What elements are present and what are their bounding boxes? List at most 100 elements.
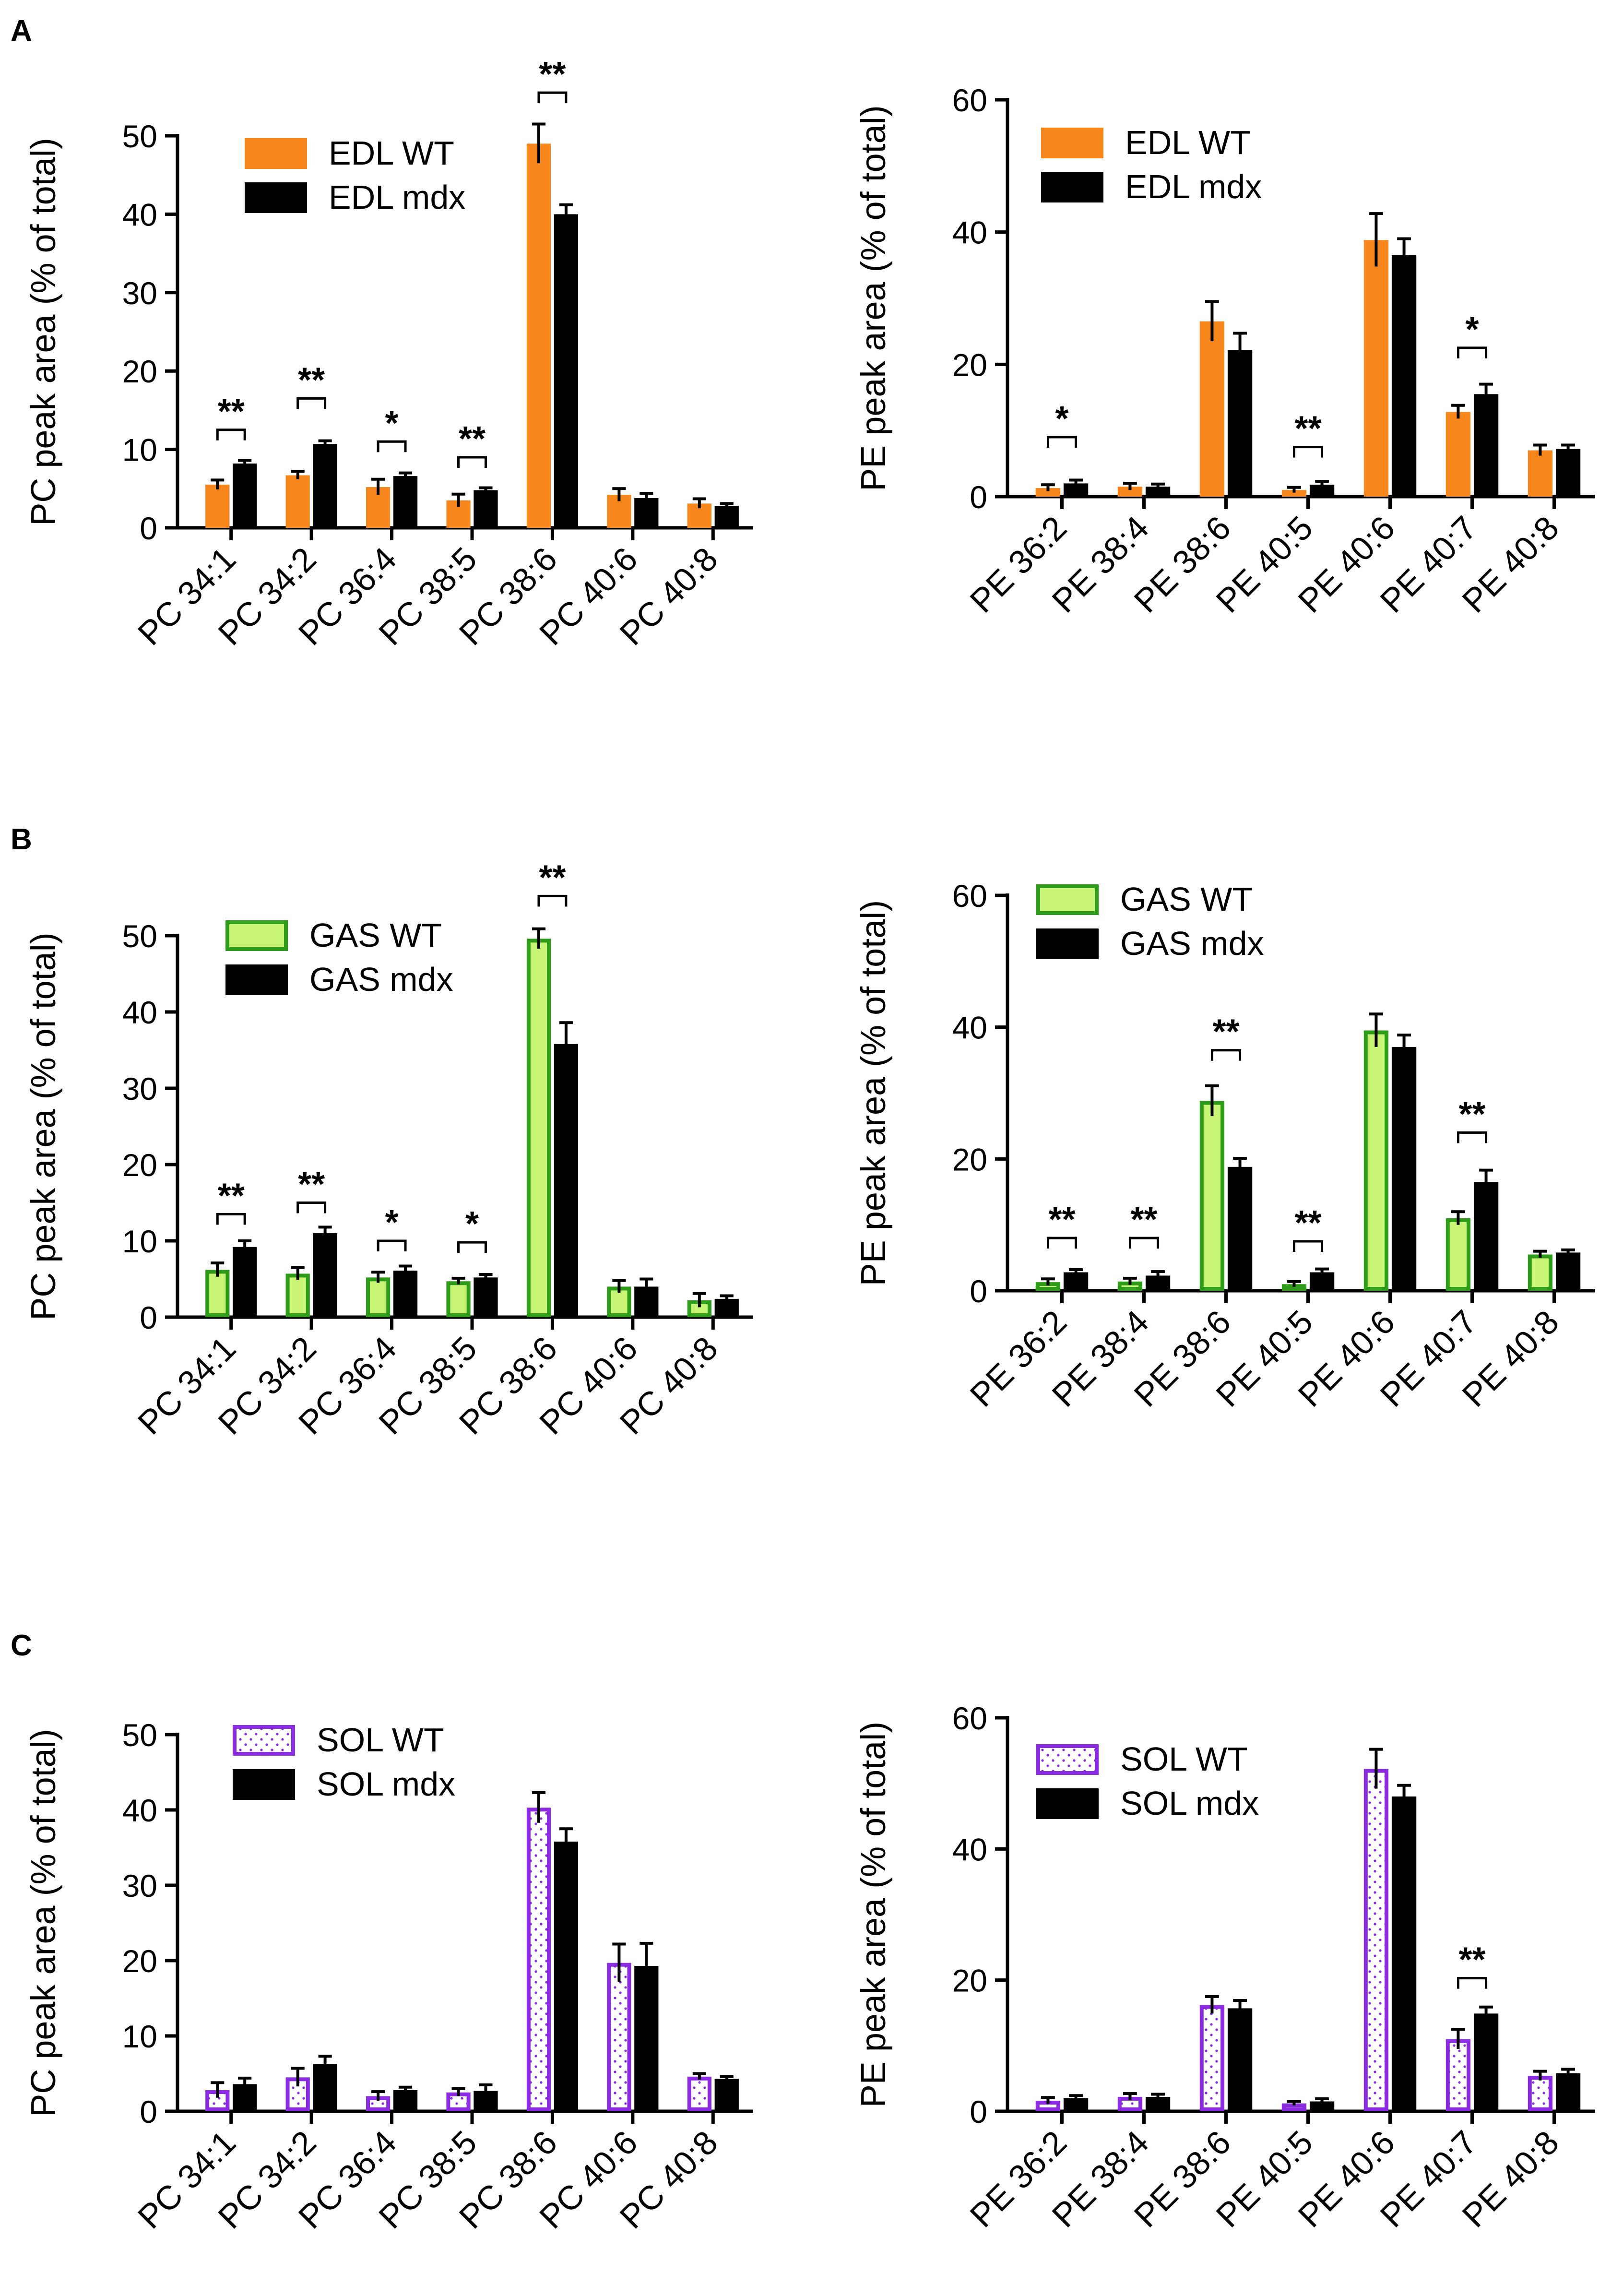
y-tick-label: 20 <box>952 1963 987 1999</box>
bar-mdx <box>1227 350 1253 497</box>
y-axis-label: PE peak area (% of total) <box>854 1722 893 2107</box>
y-tick-label: 10 <box>122 1224 157 1259</box>
significance-bracket <box>1210 1049 1242 1061</box>
legend-swatch-wt <box>225 920 288 951</box>
y-axis-label: PC peak area (% of total) <box>24 1729 63 2117</box>
y-tick-label: 0 <box>970 1273 987 1309</box>
significance-bracket <box>216 1213 246 1225</box>
y-tick-label: 0 <box>970 2094 987 2129</box>
legend-swatch-mdx <box>245 182 307 213</box>
significance-bracket <box>1128 1237 1160 1249</box>
bar-mdx <box>313 1233 337 1317</box>
bar-mdx <box>1145 487 1171 497</box>
significance-bracket <box>1046 436 1078 448</box>
y-tick-label: 20 <box>122 1147 157 1183</box>
significance-bracket <box>457 456 487 468</box>
bar-wt <box>446 2092 471 2111</box>
bar-mdx <box>1391 1047 1417 1291</box>
legend-label-wt: GAS WT <box>1120 880 1253 918</box>
bar-wt <box>1035 488 1061 497</box>
bar-mdx <box>233 1247 257 1317</box>
bar-wt <box>1363 1769 1389 2112</box>
y-tick-label: 30 <box>122 275 157 311</box>
bar-wt <box>1281 2103 1307 2112</box>
bar-wt <box>1199 2005 1225 2112</box>
bar-mdx <box>1473 2013 1499 2111</box>
significance-bracket <box>1457 346 1488 358</box>
y-tick-label: 50 <box>122 918 157 954</box>
y-tick-label: 10 <box>122 432 157 468</box>
y-tick-label: 0 <box>140 1300 157 1335</box>
bar-mdx <box>313 444 337 528</box>
legend-label-wt: GAS WT <box>309 916 442 954</box>
significance-label: ** <box>539 55 566 94</box>
panel-letter-b: B <box>11 823 32 856</box>
significance-bracket <box>1292 1240 1324 1252</box>
bar-mdx <box>554 214 579 528</box>
bar-mdx <box>1227 1166 1253 1291</box>
bar-mdx <box>474 490 498 528</box>
bar-wt <box>1528 2076 1553 2112</box>
significance-label: * <box>385 1203 399 1242</box>
significance-bracket <box>1457 1977 1488 1989</box>
significance-label: ** <box>1212 1013 1239 1051</box>
legend-swatch-mdx <box>233 1769 295 1800</box>
legend-swatch-mdx <box>225 964 288 995</box>
bar-wt <box>1445 412 1471 497</box>
bar-wt <box>1445 1218 1471 1291</box>
bar-mdx <box>1309 2101 1335 2111</box>
significance-label: ** <box>218 1177 245 1215</box>
significance-label: * <box>1055 400 1068 438</box>
significance-bracket <box>1457 1131 1488 1143</box>
bar-mdx <box>474 1277 498 1317</box>
y-tick-label: 0 <box>140 2094 157 2129</box>
legend-label-mdx: GAS mdx <box>1120 925 1264 962</box>
bar-wt <box>526 143 551 528</box>
legend-label-mdx: SOL mdx <box>1120 1784 1259 1822</box>
significance-label: ** <box>298 1166 325 1204</box>
significance-bracket <box>216 428 246 440</box>
legend-swatch-wt <box>1036 1744 1099 1775</box>
bar-mdx <box>233 464 257 528</box>
significance-bracket <box>457 1241 487 1253</box>
significance-label: * <box>1465 310 1479 349</box>
bar-wt <box>285 475 310 528</box>
bar-wt <box>285 1273 310 1318</box>
significance-label: ** <box>1458 1095 1485 1133</box>
bar-mdx <box>714 506 739 528</box>
panel-letter-c: C <box>11 1629 32 1662</box>
legend-label-wt: SOL WT <box>317 1721 444 1759</box>
y-tick-label: 40 <box>122 1793 157 1828</box>
legend-swatch-mdx <box>1036 928 1099 959</box>
bar-mdx <box>554 1841 579 2111</box>
bar-wt <box>1117 2096 1143 2111</box>
legend-swatch-mdx <box>1036 1788 1099 1819</box>
legend-swatch-wt <box>233 1725 295 1756</box>
bar-wt <box>526 1808 551 2112</box>
bar-mdx <box>634 498 659 528</box>
y-axis-label: PE peak area (% of total) <box>854 900 893 1286</box>
bar-mdx <box>1391 1796 1417 2111</box>
y-tick-label: 60 <box>952 83 987 118</box>
bar-mdx <box>714 1298 739 1317</box>
bar-mdx <box>393 476 418 528</box>
bar-wt <box>607 1963 631 2111</box>
significance-bracket <box>296 1202 327 1213</box>
y-axis-label: PC peak area (% of total) <box>24 932 63 1320</box>
bar-wt <box>446 1281 471 1318</box>
bar-wt <box>366 1277 391 1318</box>
significance-label: * <box>465 1205 479 1243</box>
bar-mdx <box>1473 1182 1499 1291</box>
bar-wt <box>205 485 230 528</box>
bar-wt <box>526 939 551 1317</box>
y-tick-label: 0 <box>970 479 987 515</box>
bar-mdx <box>1063 1272 1089 1291</box>
significance-label: ** <box>539 858 566 897</box>
y-tick-label: 20 <box>122 354 157 389</box>
y-axis-label: PC peak area (% of total) <box>24 138 63 525</box>
bar-wt <box>1363 1030 1389 1291</box>
